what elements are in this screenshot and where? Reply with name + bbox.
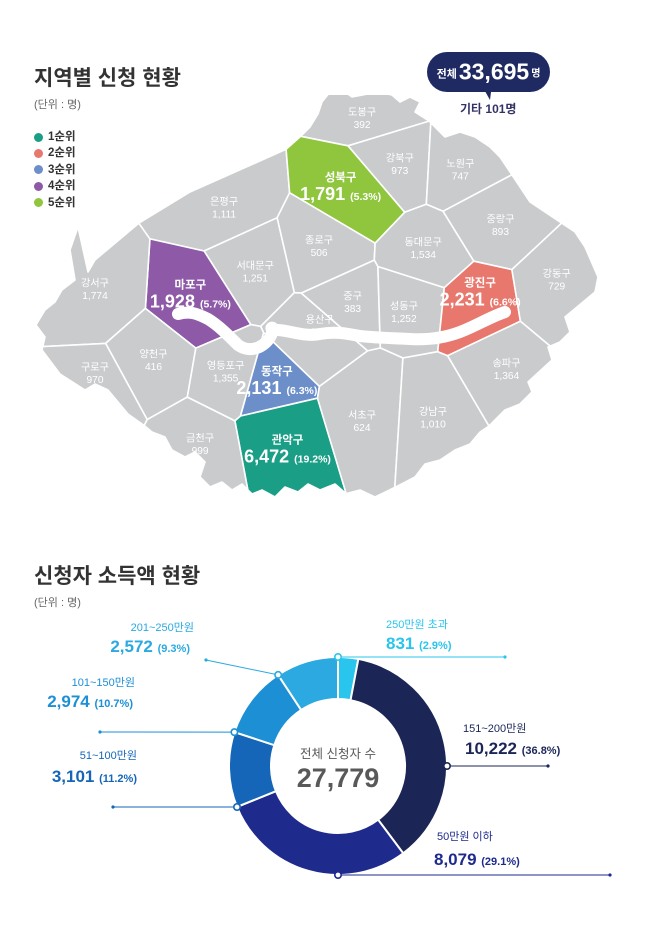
svg-text:2,974 (10.7%): 2,974 (10.7%): [47, 692, 133, 711]
svg-text:27,779: 27,779: [297, 763, 380, 793]
svg-text:151~200만원: 151~200만원: [463, 722, 526, 735]
svg-text:8,079 (29.1%): 8,079 (29.1%): [434, 850, 520, 869]
svg-text:831 (2.9%): 831 (2.9%): [386, 634, 452, 653]
svg-text:2,572 (9.3%): 2,572 (9.3%): [110, 637, 190, 656]
svg-text:3,101 (11.2%): 3,101 (11.2%): [52, 767, 138, 786]
svg-text:10,222 (36.8%): 10,222 (36.8%): [465, 739, 561, 758]
svg-text:51~100만원: 51~100만원: [80, 749, 137, 762]
svg-text:전체 신청자 수: 전체 신청자 수: [300, 747, 376, 761]
svg-text:250만원 초과: 250만원 초과: [386, 618, 448, 631]
svg-text:50만원 이하: 50만원 이하: [437, 829, 493, 843]
svg-text:201~250만원: 201~250만원: [131, 621, 194, 634]
svg-text:101~150만원: 101~150만원: [72, 676, 135, 689]
